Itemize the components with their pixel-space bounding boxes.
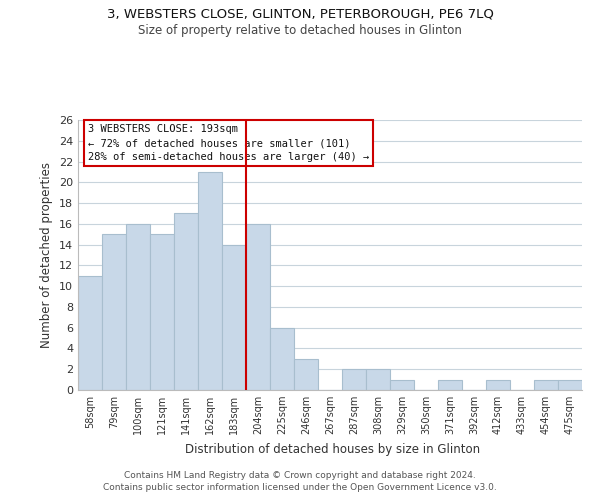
Bar: [78, 276, 102, 390]
Bar: [294, 359, 318, 390]
Bar: [150, 234, 174, 390]
Bar: [558, 380, 582, 390]
Bar: [342, 369, 366, 390]
Bar: [534, 380, 558, 390]
Y-axis label: Number of detached properties: Number of detached properties: [40, 162, 53, 348]
Text: Distribution of detached houses by size in Glinton: Distribution of detached houses by size …: [185, 442, 481, 456]
Bar: [366, 369, 390, 390]
Text: 3 WEBSTERS CLOSE: 193sqm
← 72% of detached houses are smaller (101)
28% of semi-: 3 WEBSTERS CLOSE: 193sqm ← 72% of detach…: [88, 124, 370, 162]
Bar: [198, 172, 222, 390]
Bar: [246, 224, 270, 390]
Bar: [126, 224, 150, 390]
Bar: [390, 380, 414, 390]
Bar: [438, 380, 462, 390]
Text: Contains HM Land Registry data © Crown copyright and database right 2024.: Contains HM Land Registry data © Crown c…: [124, 471, 476, 480]
Bar: [486, 380, 510, 390]
Text: Contains public sector information licensed under the Open Government Licence v3: Contains public sector information licen…: [103, 484, 497, 492]
Text: Size of property relative to detached houses in Glinton: Size of property relative to detached ho…: [138, 24, 462, 37]
Bar: [174, 214, 198, 390]
Bar: [102, 234, 126, 390]
Text: 3, WEBSTERS CLOSE, GLINTON, PETERBOROUGH, PE6 7LQ: 3, WEBSTERS CLOSE, GLINTON, PETERBOROUGH…: [107, 8, 493, 20]
Bar: [270, 328, 294, 390]
Bar: [222, 244, 246, 390]
